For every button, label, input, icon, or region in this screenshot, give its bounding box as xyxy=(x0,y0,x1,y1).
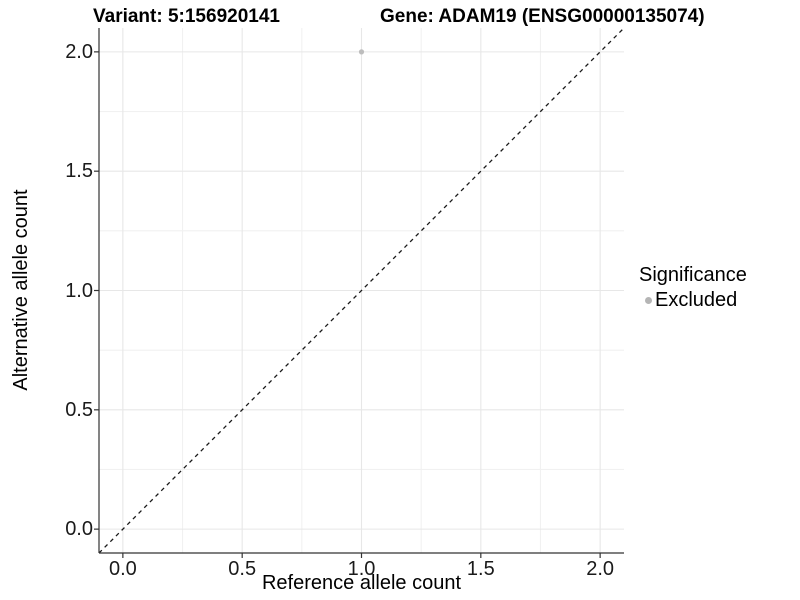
legend: Significance Excluded xyxy=(639,263,747,313)
x-tick-label: 0.0 xyxy=(108,558,137,580)
legend-point-icon xyxy=(645,297,652,304)
y-tick-label: 0.5 xyxy=(65,398,93,421)
y-tick-label: 1.5 xyxy=(65,160,93,183)
y-tick-label: 0.0 xyxy=(65,518,93,541)
y-tick-label: 2.0 xyxy=(65,40,93,63)
data-point xyxy=(358,49,365,55)
legend-entry-label: Excluded xyxy=(655,289,738,311)
axis-tick-marks xyxy=(94,51,601,558)
x-tick-label: 2.0 xyxy=(586,558,615,580)
x-tick-label: 1.0 xyxy=(347,558,376,580)
x-tick-label: 0.5 xyxy=(228,558,257,580)
data-points xyxy=(358,49,365,55)
identity-dashed-line xyxy=(98,27,625,554)
legend-entries: Excluded xyxy=(639,288,747,313)
identity-line xyxy=(98,27,625,554)
legend-entry: Excluded xyxy=(639,288,747,313)
y-axis-title: Alternative allele count xyxy=(10,189,32,391)
y-tick-label: 1.0 xyxy=(65,279,93,302)
x-tick-label: 1.5 xyxy=(466,558,495,580)
variant-title: Variant: 5:156920141 xyxy=(93,6,280,27)
legend-title: Significance xyxy=(639,264,747,286)
gene-title: Gene: ADAM19 (ENSG00000135074) xyxy=(380,6,705,27)
x-axis-title: Reference allele count xyxy=(261,572,461,594)
